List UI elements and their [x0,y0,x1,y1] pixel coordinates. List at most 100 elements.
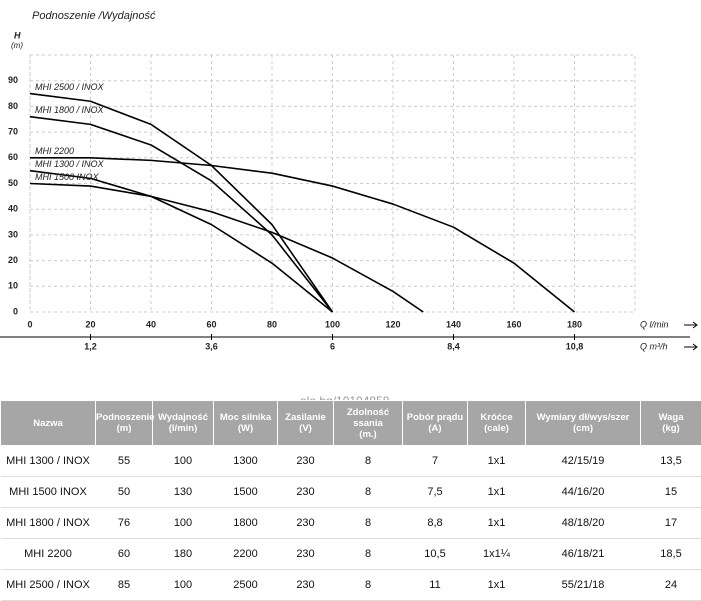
y-unit: (m) [11,41,23,50]
header-cell: Podnoszenie (m) [96,401,153,446]
y-tick-label: 10 [8,281,18,291]
y-tick-label: 80 [8,101,18,111]
cell: 42/15/19 [526,446,641,477]
y-tick-label: 60 [8,152,18,162]
header-cell: Zdolność ssania (m.) [334,401,403,446]
x2-tick-label: 10,8 [566,341,584,351]
chart-title: Podnoszenie /Wydajność [32,10,156,22]
cell: 1x1 [468,477,526,508]
y-tick-label: 90 [8,75,18,85]
cell: 10,5 [403,539,468,570]
x2-tick-label: 8,4 [447,341,460,351]
axis-arrows [684,322,697,350]
curve [30,117,333,312]
cell: 230 [278,477,334,508]
cell: 8 [334,446,403,477]
series-label: MHI 1800 / INOX [35,105,105,115]
cell: 13,5 [641,446,701,477]
cell: 55/21/18 [526,570,641,601]
cell: 18,5 [641,539,701,570]
cell: 85 [96,570,153,601]
cell: 230 [278,539,334,570]
y-tick-label: 70 [8,126,18,136]
header-cell: Zasilanie (V) [278,401,334,446]
cell: 1500 [214,477,278,508]
x2-tick-label: 3,6 [205,341,218,351]
y-tick-label: 30 [8,229,18,239]
cell: 1x1 [468,446,526,477]
y-tick-label: 0 [13,306,18,316]
cell: 8 [334,508,403,539]
series-label: MHI 1300 / INOX [35,159,105,169]
y-tick-label: 40 [8,204,18,214]
cell: 15 [641,477,701,508]
cell: 180 [153,539,214,570]
series-label: MHI 2500 / INOX [35,82,105,92]
cell: 230 [278,446,334,477]
curve [30,171,333,312]
header-cell: Króćce (cale) [468,401,526,446]
cell: 1x1¼ [468,539,526,570]
cell: 50 [96,477,153,508]
cell: 7 [403,446,468,477]
x-tick-label: 180 [567,319,582,329]
cell: 17 [641,508,701,539]
x-tick-label: 80 [267,319,277,329]
cell: 11 [403,570,468,601]
cell: 230 [278,570,334,601]
cell: 1x1 [468,570,526,601]
cell: 1300 [214,446,278,477]
curve [30,184,423,313]
cell: 1800 [214,508,278,539]
x2-label: Q m³/h [640,341,668,351]
x-tick-label: 120 [385,319,400,329]
header-cell: Wydajność (l/min) [153,401,214,446]
cell: 46/18/21 [526,539,641,570]
cell: 2200 [214,539,278,570]
cell: MHI 1800 / INOX [1,508,96,539]
header-cell: Pobór prądu (A) [403,401,468,446]
cell: MHI 1500 INOX [1,477,96,508]
cell: 8 [334,539,403,570]
y-tick-label: 50 [8,178,18,188]
cell: 8 [334,570,403,601]
cell: 230 [278,508,334,539]
x-tick-label: 20 [85,319,95,329]
cell: 48/18/20 [526,508,641,539]
cell: 100 [153,570,214,601]
cell: MHI 2200 [1,539,96,570]
cell: 8 [334,477,403,508]
cell: 100 [153,508,214,539]
header-cell: Moc silnika (W) [214,401,278,446]
cell: 44/16/20 [526,477,641,508]
cell: 24 [641,570,701,601]
cell: 8,8 [403,508,468,539]
header-cell: Nazwa [1,401,96,446]
chart: Podnoszenie /Wydajność H (m) Q l/min Q m… [0,0,701,390]
cell: 100 [153,446,214,477]
x-tick-label: 60 [206,319,216,329]
x-tick-label: 140 [446,319,461,329]
cell: MHI 1300 / INOX [1,446,96,477]
series-label: MHI 1500 INOX [35,172,100,182]
x-label: Q l/min [640,319,669,329]
cell: 7,5 [403,477,468,508]
cell: 55 [96,446,153,477]
cell: 130 [153,477,214,508]
y-label: H [14,30,21,40]
x-tick-label: 100 [325,319,340,329]
curve [30,94,333,312]
cell: 60 [96,539,153,570]
x2-tick-label: 6 [330,341,335,351]
cell: 1x1 [468,508,526,539]
x-tick-label: 40 [146,319,156,329]
cell: 76 [96,508,153,539]
cell: MHI 2500 / INOX [1,570,96,601]
